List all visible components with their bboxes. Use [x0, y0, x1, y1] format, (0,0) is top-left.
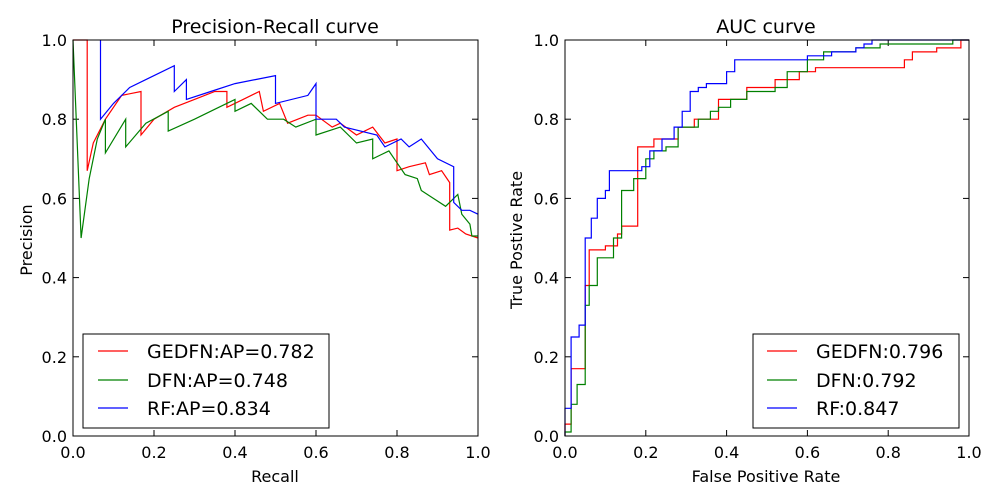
pr-y-tick-label: 1.0: [42, 31, 67, 50]
pr-x-tick-label: 0.2: [141, 443, 166, 462]
auc-x-tick-label: 0.2: [633, 443, 658, 462]
auc-y-tick-label: 0.0: [534, 427, 559, 446]
pr-y-tick-label: 0.6: [42, 189, 67, 208]
auc-y-tick-label: 0.6: [534, 189, 559, 208]
pr-series-line-dfn: [72, 39, 478, 239]
auc-y-tick-label: 1.0: [534, 31, 559, 50]
pr-x-tick-label: 0.6: [303, 443, 328, 462]
auc-y-axis-label: True Postive Rate: [507, 171, 526, 310]
auc-legend-label-rf: RF:0.847: [816, 398, 899, 420]
auc-y-tick-label: 0.2: [534, 348, 559, 367]
pr-y-tick-label: 0.4: [42, 269, 67, 288]
auc-x-tick-label: 0.8: [875, 443, 900, 462]
pr-legend-label-rf: RF:AP=0.834: [147, 398, 271, 420]
pr-plot-frame: [72, 39, 479, 437]
auc-x-tick-label: 0.0: [552, 443, 577, 462]
pr-x-tick-label: 0.8: [384, 443, 409, 462]
auc-legend: GEDFN:0.796 DFN:0.792 RF:0.847: [752, 333, 960, 429]
auc-x-tick-label: 0.6: [795, 443, 820, 462]
pr-series-line-gedfn: [73, 39, 479, 239]
pr-legend-label-dfn: DFN:AP=0.748: [147, 370, 288, 392]
auc-legend-box: [752, 333, 960, 429]
auc-series-line-rf: [564, 39, 969, 436]
pr-x-tick-label: 0.0: [60, 443, 85, 462]
pr-chart-title: Precision-Recall curve: [171, 16, 379, 38]
auc-chart-title: AUC curve: [716, 16, 815, 38]
auc-x-axis-label: False Positive Rate: [692, 467, 841, 486]
auc-series-line-gedfn: [564, 39, 969, 436]
precision-recall-chart: Precision-Recall curve Recall Precision …: [17, 16, 491, 486]
pr-y-axis-label: Precision: [17, 204, 36, 275]
pr-series-line-rf: [99, 40, 479, 215]
pr-legend: GEDFN:AP=0.782 DFN:AP=0.748 RF:AP=0.834: [82, 333, 330, 429]
auc-x-tick-label: 1.0: [956, 443, 981, 462]
pr-x-tick-label: 0.4: [222, 443, 247, 462]
auc-y-tick-label: 0.8: [534, 110, 559, 129]
auc-legend-label-dfn: DFN:0.792: [816, 370, 917, 392]
pr-legend-box: [82, 333, 330, 429]
auc-x-tick-label: 0.4: [714, 443, 739, 462]
pr-y-tick-label: 0.8: [42, 110, 67, 129]
auc-legend-label-gedfn: GEDFN:0.796: [816, 341, 943, 363]
pr-legend-label-gedfn: GEDFN:AP=0.782: [147, 341, 315, 363]
pr-x-tick-label: 1.0: [465, 443, 490, 462]
pr-x-axis-label: Recall: [251, 467, 299, 486]
pr-y-tick-label: 0.0: [42, 427, 67, 446]
auc-plot-frame: [564, 39, 970, 437]
auc-y-tick-label: 0.4: [534, 269, 559, 288]
auc-chart: AUC curve False Positive Rate True Posti…: [507, 16, 982, 486]
pr-y-tick-label: 0.2: [42, 348, 67, 367]
